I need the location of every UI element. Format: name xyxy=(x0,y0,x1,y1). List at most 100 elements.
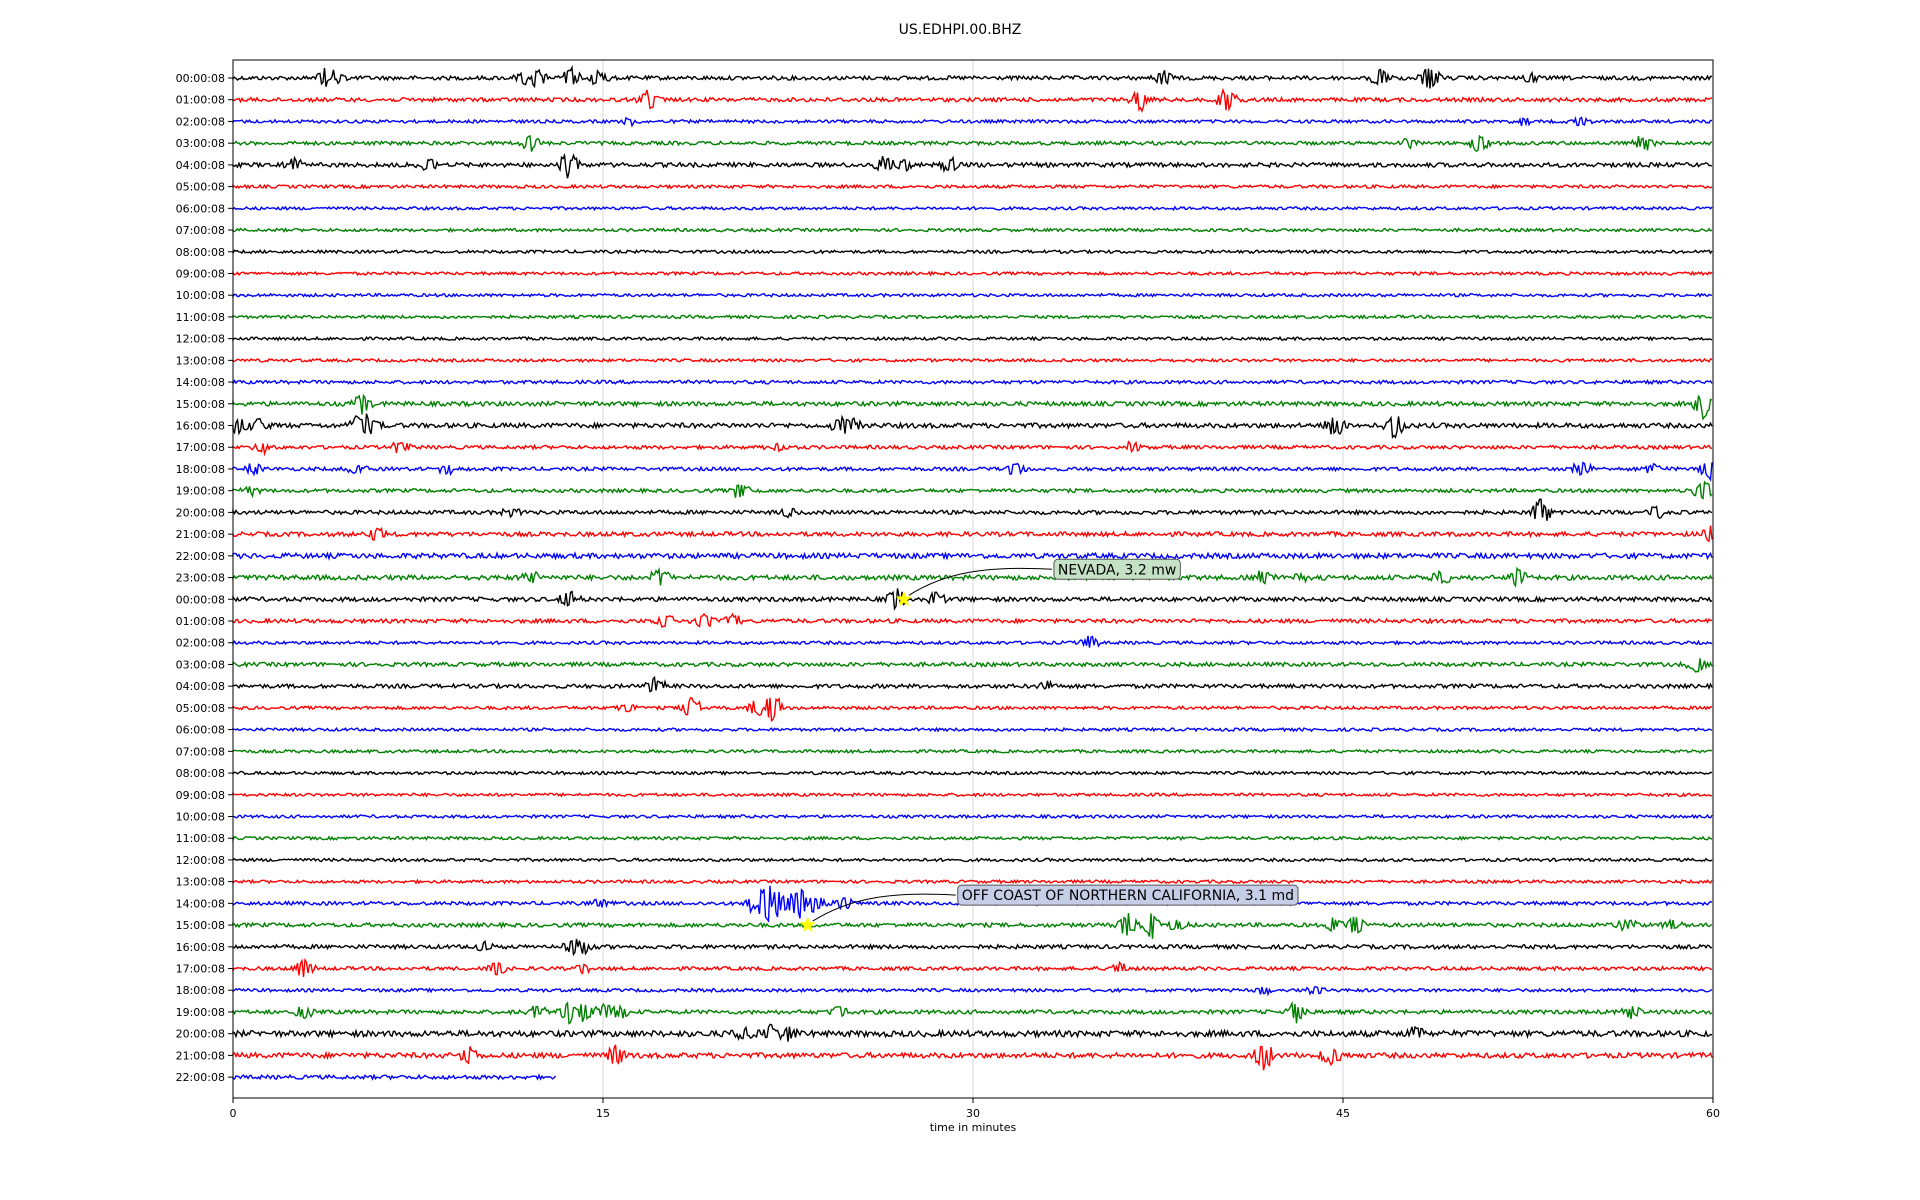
y-tick-label: 19:00:08 xyxy=(176,1006,225,1019)
y-tick-label: 13:00:08 xyxy=(176,354,225,367)
y-tick-label: 21:00:08 xyxy=(176,1049,225,1062)
y-tick-label: 13:00:08 xyxy=(176,876,225,889)
event-star-icon xyxy=(799,916,816,933)
y-tick-label: 15:00:08 xyxy=(176,919,225,932)
y-tick-label: 02:00:08 xyxy=(176,637,225,650)
trace-line xyxy=(232,413,1713,439)
trace-line xyxy=(232,64,1713,89)
y-tick-label: 02:00:08 xyxy=(176,115,225,128)
y-tick-label: 04:00:08 xyxy=(176,680,225,693)
trace-line xyxy=(232,770,1713,776)
y-tick-label: 09:00:08 xyxy=(176,789,225,802)
y-tick-label: 00:00:08 xyxy=(176,593,225,606)
y-tick-label: 23:00:08 xyxy=(176,572,225,585)
y-tick-label: 09:00:08 xyxy=(176,267,225,280)
event-annotations: NEVADA, 3.2 mw OFF COAST OF NORTHERN CALI… xyxy=(799,558,1299,933)
trace-line xyxy=(232,1044,1713,1071)
trace-line xyxy=(232,635,1713,648)
y-tick-label: 01:00:08 xyxy=(176,615,225,628)
trace-line xyxy=(232,183,1713,190)
trace-line xyxy=(232,440,1712,457)
y-tick-label: 22:00:08 xyxy=(176,1071,225,1084)
x-axis: time in minutes 0 15 30 45 60 xyxy=(230,1098,1720,1134)
event-star-icon xyxy=(895,590,913,607)
trace-line xyxy=(232,115,1713,128)
trace-line xyxy=(232,393,1713,421)
trace-line xyxy=(232,205,1713,212)
trace-line xyxy=(232,986,1713,997)
y-tick-label: 01:00:08 xyxy=(176,94,225,107)
trace-line xyxy=(232,357,1713,364)
annotation-box xyxy=(1053,558,1181,580)
annotation-box xyxy=(957,884,1299,906)
trace-line xyxy=(232,248,1713,255)
trace-line xyxy=(232,612,1713,629)
y-tick-label: 16:00:08 xyxy=(176,420,225,433)
trace-line xyxy=(232,878,1713,885)
trace-line xyxy=(232,957,1713,977)
y-tick-label: 05:00:08 xyxy=(176,181,225,194)
x-tick-label: 0 xyxy=(230,1107,237,1120)
x-tick-label: 15 xyxy=(596,1107,610,1120)
trace-line xyxy=(232,658,1713,673)
trace-line xyxy=(232,856,1713,863)
annotation-label: OFF COAST OF NORTHERN CALIFORNIA, 3.1 md xyxy=(957,884,1299,906)
y-tick-label: 08:00:08 xyxy=(176,767,225,780)
y-tick-label: 14:00:08 xyxy=(176,376,225,389)
trace-line xyxy=(232,87,1713,114)
trace-line xyxy=(232,480,1713,500)
y-tick-label: 22:00:08 xyxy=(176,550,225,563)
trace-line xyxy=(232,292,1713,299)
y-tick-label: 11:00:08 xyxy=(176,832,225,845)
y-tick-label: 15:00:08 xyxy=(176,398,225,411)
y-tick-label: 20:00:08 xyxy=(176,1028,225,1041)
y-tick-label: 21:00:08 xyxy=(176,528,225,541)
trace-lines xyxy=(232,64,1713,1081)
trace-line xyxy=(232,748,1713,755)
y-tick-label: 18:00:08 xyxy=(176,984,225,997)
y-tick-label: 06:00:08 xyxy=(176,724,225,737)
trace-line xyxy=(232,378,1713,386)
trace-line xyxy=(232,813,1713,820)
y-tick-label: 03:00:08 xyxy=(176,137,225,150)
y-tick-label: 04:00:08 xyxy=(176,159,225,172)
trace-line xyxy=(232,525,1713,543)
trace-line xyxy=(232,696,1713,723)
x-tick-label: 45 xyxy=(1336,1107,1350,1120)
annotation-text: NEVADA, 3.2 mw xyxy=(1058,562,1176,578)
plot-frame xyxy=(232,59,1714,1099)
y-tick-label: 11:00:08 xyxy=(176,311,225,324)
trace-line xyxy=(232,566,1713,588)
trace-line xyxy=(232,835,1713,843)
y-tick-labels: 00:00:08 01:00:08 02:00:08 03:00:08 04:00:08… xyxy=(176,72,233,1084)
x-tick-label: 60 xyxy=(1706,1107,1720,1120)
y-tick-label: 10:00:08 xyxy=(176,289,225,302)
y-tick-label: 06:00:08 xyxy=(176,202,225,215)
y-tick-label: 03:00:08 xyxy=(176,658,225,671)
x-axis-label: time in minutes xyxy=(930,1121,1017,1134)
y-tick-label: 17:00:08 xyxy=(176,441,225,454)
trace-line xyxy=(232,913,1713,939)
annotation-label: NEVADA, 3.2 mw xyxy=(1053,558,1181,580)
y-tick-label: 17:00:08 xyxy=(176,963,225,976)
annotation-text: OFF COAST OF NORTHERN CALIFORNIA, 3.1 md xyxy=(962,888,1294,904)
trace-line xyxy=(232,588,1713,611)
y-tick-label: 19:00:08 xyxy=(176,485,225,498)
y-tick-label: 05:00:08 xyxy=(176,702,225,715)
y-tick-label: 12:00:08 xyxy=(176,333,225,346)
trace-line xyxy=(232,152,1713,179)
trace-line xyxy=(232,1073,557,1081)
annotation-connector xyxy=(812,893,956,922)
y-tick-label: 16:00:08 xyxy=(176,941,225,954)
trace-line xyxy=(232,675,1713,693)
trace-line xyxy=(232,134,1713,153)
trace-line xyxy=(232,791,1713,798)
trace-line xyxy=(232,1000,1713,1025)
y-tick-label: 18:00:08 xyxy=(176,463,225,476)
y-tick-label: 08:00:08 xyxy=(176,246,225,259)
y-tick-label: 07:00:08 xyxy=(176,745,225,758)
trace-line xyxy=(232,551,1713,561)
annotation-connector xyxy=(908,567,1052,596)
trace-line xyxy=(232,270,1713,277)
chart-title: US.EDHPI.00.BHZ xyxy=(898,22,1022,38)
